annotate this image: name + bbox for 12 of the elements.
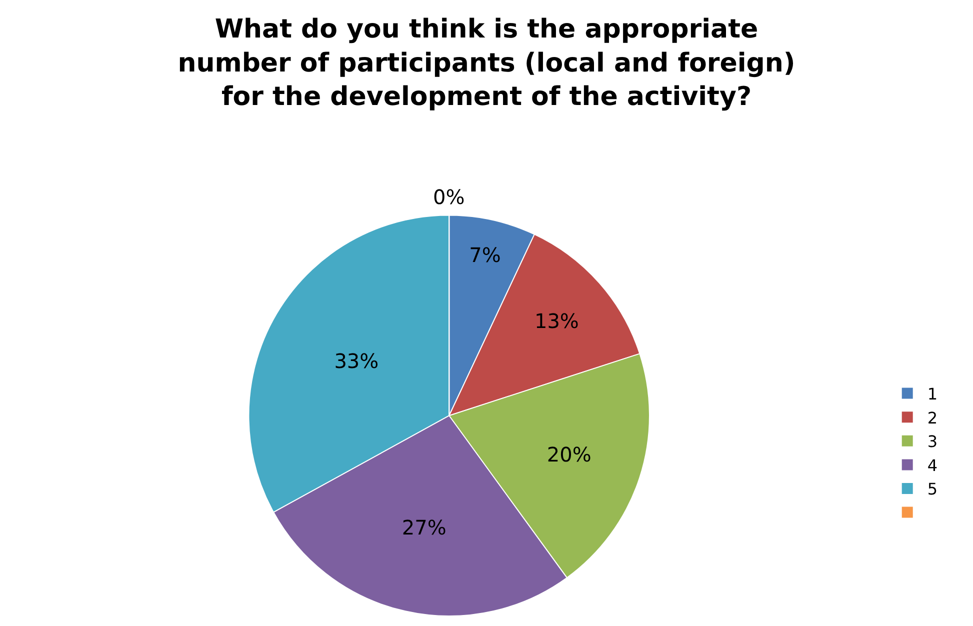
legend-label: 1 [927, 384, 938, 404]
data-label: 7% [469, 243, 501, 268]
data-label: 13% [534, 308, 579, 333]
data-label: 27% [402, 515, 446, 540]
text: 0% [433, 185, 465, 209]
legend-label: 2 [927, 408, 938, 428]
legend-label: 4 [927, 456, 938, 475]
data-label: 20% [546, 442, 592, 467]
legend-label: 3 [927, 432, 938, 452]
chart-title: What do you think is the appropriate number of participants (local and foreign) for the development of the activity? [178, 14, 796, 112]
data-label: 33% [334, 348, 379, 373]
legend-label: 5 [927, 480, 938, 499]
